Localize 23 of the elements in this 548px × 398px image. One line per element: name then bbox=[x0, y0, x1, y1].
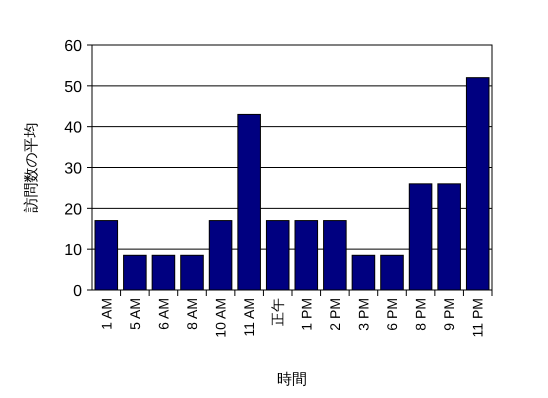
y-tick-label: 10 bbox=[64, 242, 82, 260]
x-tick-label: 3 PM bbox=[355, 298, 372, 331]
y-axis-title: 訪問数の平均 bbox=[23, 122, 40, 212]
x-tick-label: 5 AM bbox=[126, 298, 143, 330]
x-tick-label: 6 PM bbox=[384, 298, 400, 331]
y-tick-label: 60 bbox=[64, 38, 82, 55]
y-tick-label: 20 bbox=[64, 201, 82, 218]
x-tick-label: 1 PM bbox=[298, 298, 314, 331]
y-tick-label: 0 bbox=[73, 283, 82, 300]
x-tick-label: 11 PM bbox=[470, 298, 486, 338]
x-tick-label: 6 AM bbox=[155, 298, 172, 330]
x-tick-label: 2 PM bbox=[326, 298, 343, 331]
x-tick-label: 11 AM bbox=[241, 298, 258, 337]
x-tick-label: 1 AM bbox=[98, 298, 114, 330]
x-tick-label: 9 PM bbox=[441, 298, 458, 331]
x-tick-label: 10 AM bbox=[212, 298, 229, 338]
y-tick-label: 30 bbox=[64, 160, 82, 178]
x-tick-label: 8 AM bbox=[184, 298, 200, 330]
x-tick-label: 8 PM bbox=[412, 298, 429, 331]
x-axis-title: 時間 bbox=[277, 371, 307, 388]
y-tick-label: 40 bbox=[64, 120, 82, 137]
y-tick-label: 50 bbox=[64, 78, 82, 96]
x-tick-label: 正午 bbox=[270, 298, 286, 326]
